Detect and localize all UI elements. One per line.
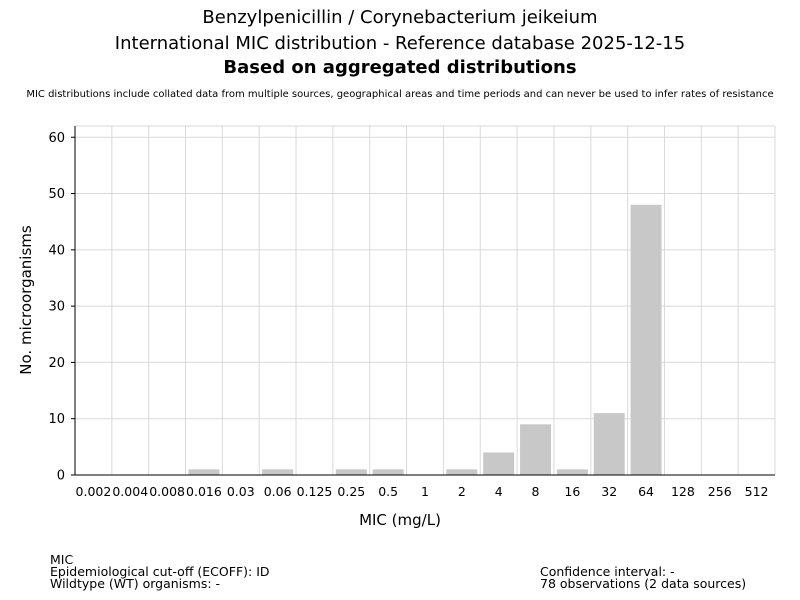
y-tick-label: 30 bbox=[48, 300, 65, 315]
x-tick-label: 0.016 bbox=[186, 484, 222, 499]
x-tick-label: 0.06 bbox=[264, 484, 292, 499]
y-tick-label: 40 bbox=[48, 243, 65, 258]
bars bbox=[188, 204, 662, 475]
y-axis-label: No. microorganisms bbox=[17, 225, 35, 375]
x-tick-label: 0.004 bbox=[112, 484, 148, 499]
x-tick-label: 0.5 bbox=[378, 484, 398, 499]
x-tick-label: 512 bbox=[745, 484, 769, 499]
grid-lines bbox=[75, 125, 776, 475]
bar bbox=[372, 469, 404, 475]
y-tick-label: 50 bbox=[48, 187, 65, 202]
x-tick-labels: 0.002 0.004 0.008 0.016 0.03 0.06 0.125 0.25 0.5… bbox=[76, 484, 769, 499]
x-tick-label: 128 bbox=[671, 484, 695, 499]
x-tick-label: 0.03 bbox=[227, 484, 255, 499]
bar bbox=[188, 469, 220, 475]
bar bbox=[335, 469, 367, 475]
x-tick-label: 4 bbox=[495, 484, 503, 499]
x-tick-label: 8 bbox=[532, 484, 540, 499]
bar bbox=[630, 204, 662, 475]
bar bbox=[520, 424, 551, 475]
bar bbox=[593, 413, 625, 475]
bar bbox=[446, 469, 478, 475]
footer-ecoff: Epidemiological cut-off (ECOFF): ID bbox=[50, 564, 270, 579]
footer-confidence-interval: Confidence interval: - bbox=[540, 564, 675, 579]
chart-title-line2: International MIC distribution - Referen… bbox=[114, 33, 686, 54]
x-tick-label: 0.125 bbox=[297, 484, 333, 499]
bar bbox=[556, 469, 588, 475]
x-tick-label: 0.002 bbox=[76, 484, 112, 499]
y-tick-label: 60 bbox=[48, 131, 65, 146]
chart-title-line3: Based on aggregated distributions bbox=[223, 57, 577, 78]
chart-subtitle: MIC distributions include collated data … bbox=[26, 89, 774, 100]
footer-left: MIC Epidemiological cut-off (ECOFF): ID … bbox=[50, 552, 270, 591]
y-tick-label: 10 bbox=[48, 412, 65, 427]
x-tick-label: 256 bbox=[708, 484, 732, 499]
x-tick-label: 64 bbox=[638, 484, 654, 499]
x-tick-label: 2 bbox=[458, 484, 466, 499]
axes bbox=[74, 126, 775, 476]
y-tick-label: 0 bbox=[57, 469, 65, 484]
x-tick-label: 0.008 bbox=[149, 484, 185, 499]
y-tick-label: 20 bbox=[48, 356, 65, 371]
x-axis-label: MIC (mg/L) bbox=[359, 511, 441, 529]
footer-mic-label: MIC bbox=[50, 552, 74, 567]
x-tick-label: 32 bbox=[601, 484, 617, 499]
bar bbox=[262, 469, 294, 475]
footer-right: Confidence interval: - 78 observations (… bbox=[540, 564, 747, 591]
x-tick-label: 1 bbox=[421, 484, 429, 499]
x-tick-label: 16 bbox=[564, 484, 580, 499]
chart-title: Benzylpenicillin / Corynebacterium jeike… bbox=[202, 7, 598, 28]
footer-observations: 78 observations (2 data sources) bbox=[540, 576, 747, 591]
y-tick-labels: 0 10 20 30 40 50 60 bbox=[48, 131, 75, 484]
bar bbox=[483, 452, 515, 475]
x-tick-label: 0.25 bbox=[337, 484, 365, 499]
footer-wildtype: Wildtype (WT) organisms: - bbox=[50, 576, 221, 591]
